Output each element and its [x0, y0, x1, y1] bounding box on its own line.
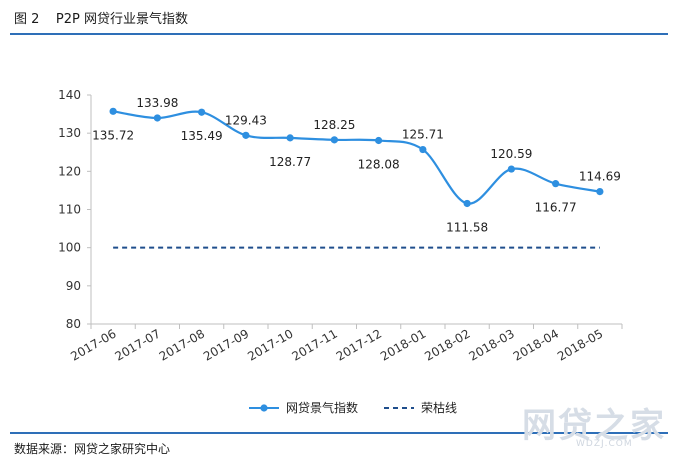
x-tick-label: 2018-01 [378, 326, 428, 363]
legend-marker-series [260, 404, 268, 412]
data-label: 135.72 [92, 128, 134, 142]
y-tick-label: 130 [58, 126, 81, 140]
data-label: 114.69 [579, 170, 621, 184]
data-label: 129.43 [225, 113, 267, 127]
x-tick-label: 2018-04 [511, 326, 561, 363]
chart-legend: 网贷景气指数 荣枯线 [249, 400, 457, 415]
data-point [419, 145, 427, 154]
x-tick-label: 2018-03 [466, 326, 516, 363]
x-tick-label: 2017-09 [201, 326, 251, 363]
x-tick-label: 2017-10 [245, 326, 295, 363]
data-label: 125.71 [402, 128, 444, 142]
x-tick-label: 2017-11 [289, 326, 339, 363]
data-point [507, 165, 515, 173]
legend-label-series: 网贷景气指数 [286, 400, 358, 415]
data-point [286, 134, 294, 142]
data-label: 128.25 [313, 118, 355, 132]
source-note: 数据来源：网贷之家研究中心 [14, 442, 171, 456]
x-tick-label: 2018-02 [422, 326, 472, 363]
data-point [463, 199, 471, 208]
y-tick-label: 90 [66, 279, 81, 293]
y-tick-label: 140 [58, 88, 81, 102]
data-label: 120.59 [490, 147, 532, 161]
data-point [375, 136, 383, 145]
watermark-url: WDZJ.COM [576, 439, 633, 449]
data-label: 135.49 [181, 129, 223, 143]
data-point [109, 107, 117, 115]
data-label: 128.77 [269, 155, 311, 169]
data-point [242, 131, 250, 139]
x-tick-label: 2017-08 [157, 326, 207, 363]
data-point [596, 187, 604, 196]
data-label: 111.58 [446, 220, 488, 234]
y-tick-label: 120 [58, 164, 81, 178]
data-label: 133.98 [136, 96, 178, 110]
data-point [330, 136, 338, 144]
top-rule [10, 33, 668, 35]
x-tick-label: 2017-06 [68, 326, 118, 363]
data-label: 128.08 [358, 157, 400, 171]
figure-title: 图 2 P2P 网贷行业景气指数 [14, 12, 189, 27]
x-tick-label: 2017-07 [112, 326, 162, 363]
data-label: 116.77 [535, 201, 577, 215]
y-tick-label: 110 [58, 203, 81, 217]
y-tick-label: 80 [66, 317, 81, 331]
legend-label-baseline: 荣枯线 [421, 400, 457, 415]
x-tick-label: 2018-05 [555, 326, 605, 363]
watermark-logo: 网贷之家 [522, 406, 666, 446]
data-point [198, 108, 206, 116]
x-tick-label: 2017-12 [334, 326, 384, 363]
bottom-rule [10, 432, 668, 434]
data-point [153, 114, 161, 122]
y-tick-label: 100 [58, 241, 81, 255]
data-point [552, 180, 560, 188]
